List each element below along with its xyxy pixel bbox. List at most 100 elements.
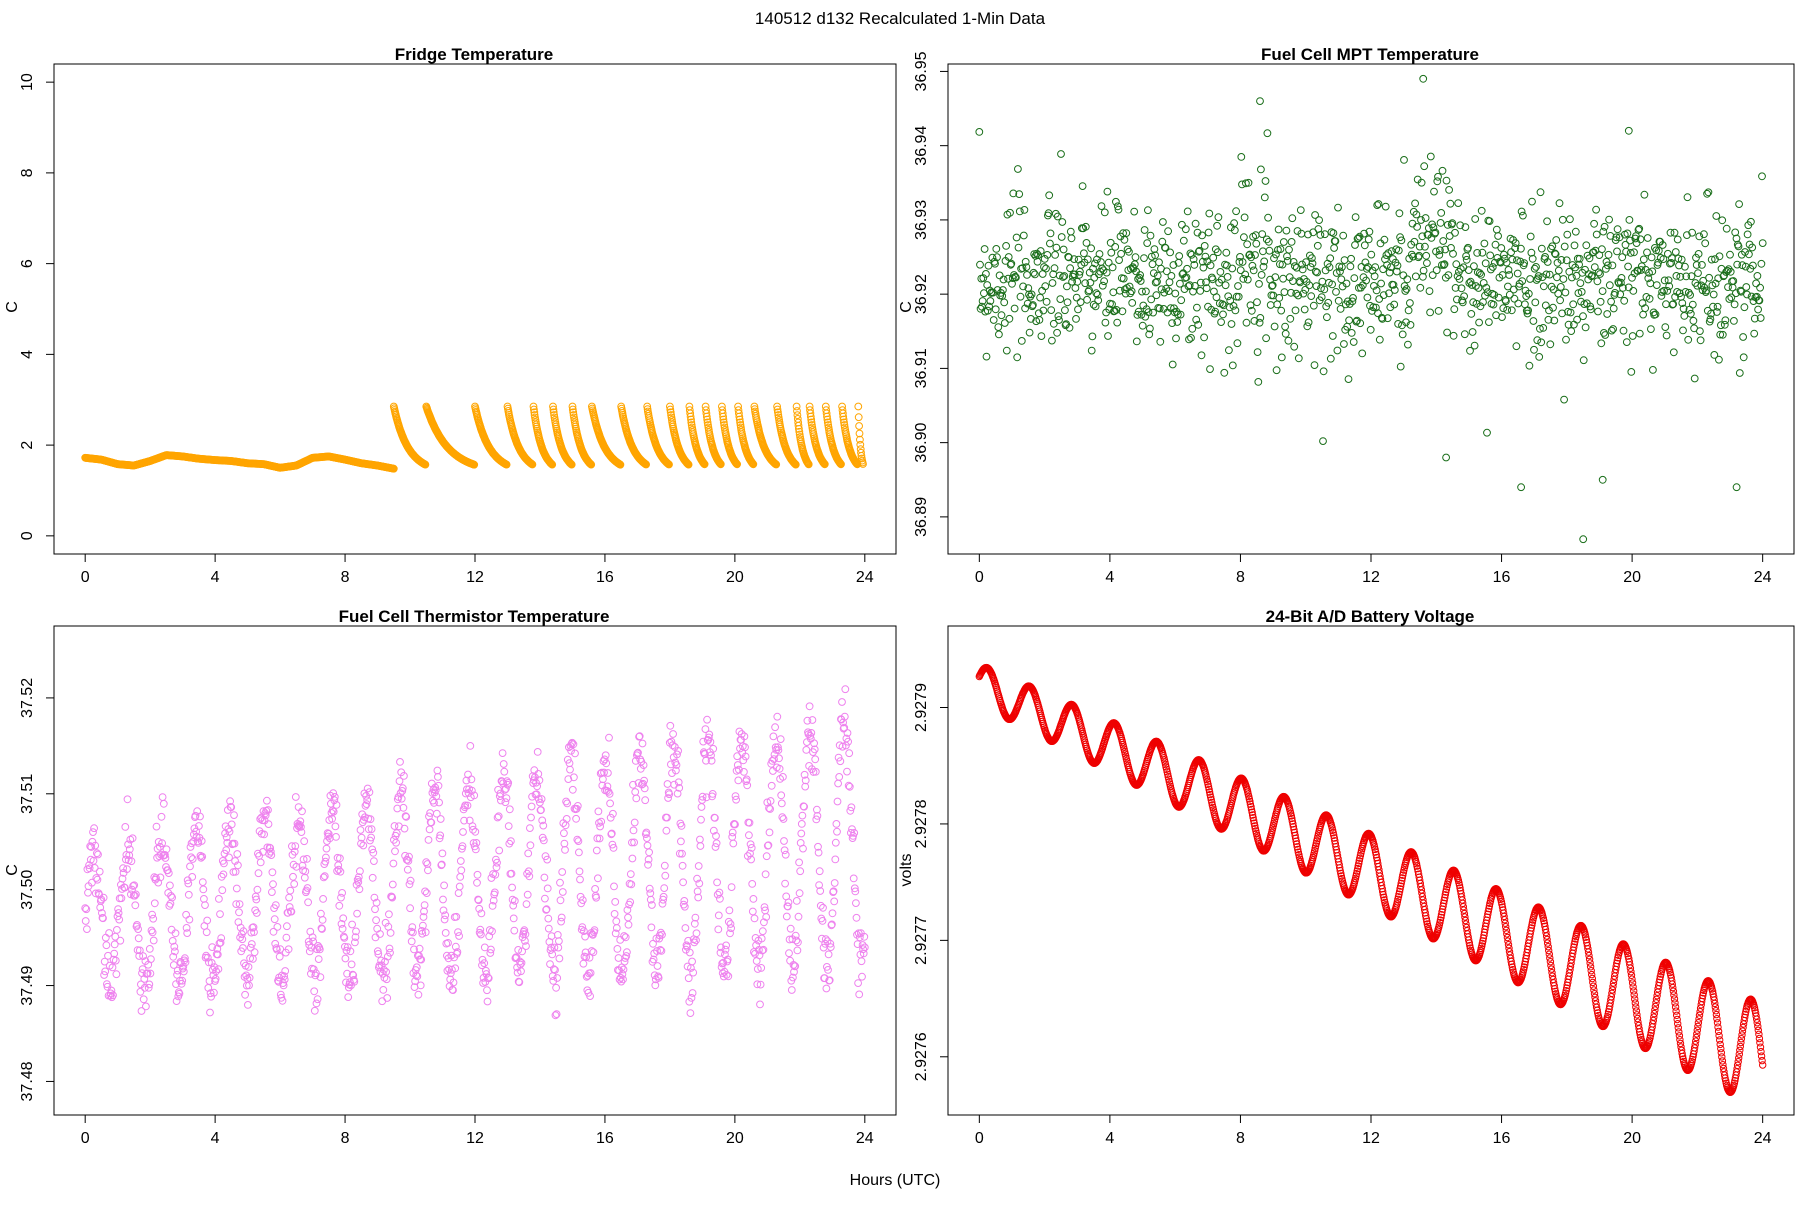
data-point xyxy=(269,889,276,896)
data-point xyxy=(687,1010,694,1017)
data-point xyxy=(1145,207,1152,214)
data-point xyxy=(149,929,156,936)
data-point xyxy=(1623,248,1630,255)
data-point xyxy=(1299,266,1306,273)
data-point xyxy=(1605,251,1612,258)
data-point xyxy=(1105,259,1112,266)
data-point xyxy=(1088,347,1095,354)
data-point xyxy=(819,918,826,925)
data-point xyxy=(630,827,637,834)
data-point xyxy=(1258,272,1265,279)
data-point xyxy=(291,881,298,888)
data-point xyxy=(661,862,668,869)
data-point xyxy=(544,885,551,892)
data-point xyxy=(1493,226,1500,233)
data-point xyxy=(639,740,646,747)
data-point xyxy=(561,830,568,837)
data-point xyxy=(1102,319,1109,326)
data-point xyxy=(441,882,448,889)
data-point xyxy=(404,866,411,873)
data-point xyxy=(712,815,719,822)
data-point xyxy=(1753,280,1760,287)
data-point xyxy=(1510,286,1517,293)
data-point xyxy=(1224,274,1231,281)
data-point xyxy=(1207,366,1214,373)
data-point xyxy=(1599,476,1606,483)
data-point xyxy=(1024,272,1031,279)
data-point xyxy=(728,884,735,891)
data-point xyxy=(1421,163,1428,170)
data-point xyxy=(380,987,387,994)
data-point xyxy=(1280,239,1287,246)
data-point xyxy=(1689,301,1696,308)
data-point xyxy=(1420,75,1427,82)
data-point xyxy=(1604,311,1611,318)
data-point xyxy=(511,927,518,934)
data-point xyxy=(1472,216,1479,223)
data-point xyxy=(1049,337,1056,344)
data-point xyxy=(1561,396,1568,403)
data-point xyxy=(207,1009,214,1016)
data-point xyxy=(781,847,788,854)
data-point xyxy=(1443,454,1450,461)
data-point xyxy=(1495,233,1502,240)
y-tick-label: 37.48 xyxy=(19,1061,36,1101)
data-point xyxy=(96,868,103,875)
data-point xyxy=(425,837,432,844)
data-point xyxy=(1149,261,1156,268)
data-point xyxy=(1274,301,1281,308)
data-point xyxy=(242,991,249,998)
data-point xyxy=(1736,370,1743,377)
data-point xyxy=(1021,207,1028,214)
data-point xyxy=(422,888,429,895)
data-point xyxy=(1015,166,1022,173)
data-point xyxy=(439,850,446,857)
data-point xyxy=(1591,220,1598,227)
scatter-points xyxy=(976,75,1766,542)
data-point xyxy=(1112,244,1119,251)
data-point xyxy=(1710,291,1717,298)
x-tick-label: 20 xyxy=(1623,1130,1641,1147)
data-point xyxy=(1399,331,1406,338)
data-point xyxy=(1395,247,1402,254)
data-point xyxy=(554,932,561,939)
data-point xyxy=(1153,292,1160,299)
data-point xyxy=(1662,324,1669,331)
data-point xyxy=(858,958,865,965)
data-point xyxy=(787,925,794,932)
data-point xyxy=(1067,228,1074,235)
data-point xyxy=(339,925,346,932)
data-point xyxy=(1282,323,1289,330)
data-point xyxy=(1499,314,1506,321)
data-point xyxy=(1257,98,1264,105)
data-point xyxy=(290,873,297,880)
data-point xyxy=(1160,219,1167,226)
data-point xyxy=(782,851,789,858)
data-point xyxy=(1731,301,1738,308)
data-point xyxy=(1232,307,1239,314)
data-point xyxy=(1531,346,1538,353)
data-point xyxy=(373,917,380,924)
data-point xyxy=(996,272,1003,279)
data-point xyxy=(1758,260,1765,267)
data-point xyxy=(392,848,399,855)
data-point xyxy=(1351,275,1358,282)
data-point xyxy=(1754,273,1761,280)
data-point xyxy=(1258,166,1265,173)
data-point xyxy=(1287,315,1294,322)
data-point xyxy=(1500,305,1507,312)
data-point xyxy=(726,907,733,914)
data-point xyxy=(1671,229,1678,236)
data-point xyxy=(806,703,813,710)
data-point xyxy=(342,955,349,962)
data-point xyxy=(200,886,207,893)
data-point xyxy=(1178,297,1185,304)
data-point xyxy=(183,911,190,918)
data-point xyxy=(1222,282,1229,289)
data-point xyxy=(455,890,462,897)
data-point xyxy=(1046,192,1053,199)
data-point xyxy=(397,759,404,766)
data-point xyxy=(856,423,863,430)
data-point xyxy=(795,913,802,920)
data-point xyxy=(1084,296,1091,303)
